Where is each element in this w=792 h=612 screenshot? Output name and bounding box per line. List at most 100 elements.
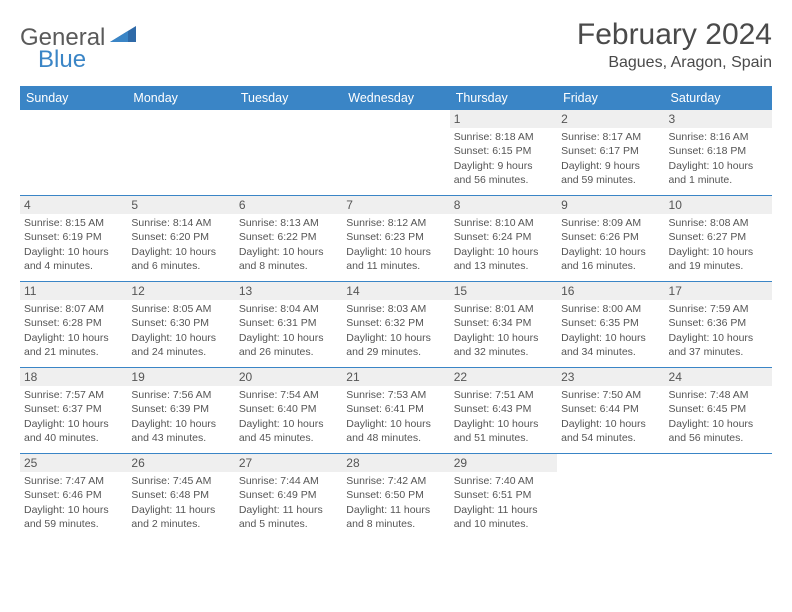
day-number: 27 [235, 454, 342, 472]
day-number: 11 [20, 282, 127, 300]
day-number: 21 [342, 368, 449, 386]
day-number: 18 [20, 368, 127, 386]
day-details: Sunrise: 7:48 AMSunset: 6:45 PMDaylight:… [669, 388, 767, 445]
day-number: 14 [342, 282, 449, 300]
day-details: Sunrise: 7:45 AMSunset: 6:48 PMDaylight:… [131, 474, 229, 531]
day-cell-16: 16 Sunrise: 8:00 AMSunset: 6:35 PMDayligh… [557, 282, 664, 367]
day-cell-11: 11 Sunrise: 8:07 AMSunset: 6:28 PMDayligh… [20, 282, 127, 367]
week-row: 25 Sunrise: 7:47 AMSunset: 6:46 PMDayligh… [20, 453, 772, 539]
day-details: Sunrise: 7:42 AMSunset: 6:50 PMDaylight:… [346, 474, 444, 531]
day-cell-26: 26 Sunrise: 7:45 AMSunset: 6:48 PMDayligh… [127, 454, 234, 539]
day-cell-3: 3 Sunrise: 8:16 AMSunset: 6:18 PMDaylight… [665, 110, 772, 195]
day-cell-8: 8 Sunrise: 8:10 AMSunset: 6:24 PMDaylight… [450, 196, 557, 281]
week-row: 4 Sunrise: 8:15 AMSunset: 6:19 PMDaylight… [20, 195, 772, 281]
dow-wednesday: Wednesday [342, 87, 449, 109]
day-details: Sunrise: 7:59 AMSunset: 6:36 PMDaylight:… [669, 302, 767, 359]
day-details: Sunrise: 7:40 AMSunset: 6:51 PMDaylight:… [454, 474, 552, 531]
dow-thursday: Thursday [450, 87, 557, 109]
month-title: February 2024 [577, 18, 772, 52]
day-details: Sunrise: 7:54 AMSunset: 6:40 PMDaylight:… [239, 388, 337, 445]
day-cell-empty [665, 454, 772, 539]
logo-triangle-icon [110, 23, 136, 51]
day-cell-28: 28 Sunrise: 7:42 AMSunset: 6:50 PMDayligh… [342, 454, 449, 539]
dow-row: SundayMondayTuesdayWednesdayThursdayFrid… [20, 87, 772, 109]
dow-saturday: Saturday [665, 87, 772, 109]
day-details: Sunrise: 8:10 AMSunset: 6:24 PMDaylight:… [454, 216, 552, 273]
day-details: Sunrise: 7:53 AMSunset: 6:41 PMDaylight:… [346, 388, 444, 445]
day-number: 5 [127, 196, 234, 214]
day-cell-5: 5 Sunrise: 8:14 AMSunset: 6:20 PMDaylight… [127, 196, 234, 281]
day-details: Sunrise: 8:00 AMSunset: 6:35 PMDaylight:… [561, 302, 659, 359]
day-details: Sunrise: 8:04 AMSunset: 6:31 PMDaylight:… [239, 302, 337, 359]
day-details: Sunrise: 7:51 AMSunset: 6:43 PMDaylight:… [454, 388, 552, 445]
day-cell-10: 10 Sunrise: 8:08 AMSunset: 6:27 PMDayligh… [665, 196, 772, 281]
day-number: 7 [342, 196, 449, 214]
day-cell-4: 4 Sunrise: 8:15 AMSunset: 6:19 PMDaylight… [20, 196, 127, 281]
day-details: Sunrise: 8:14 AMSunset: 6:20 PMDaylight:… [131, 216, 229, 273]
day-details: Sunrise: 8:01 AMSunset: 6:34 PMDaylight:… [454, 302, 552, 359]
week-row: 18 Sunrise: 7:57 AMSunset: 6:37 PMDayligh… [20, 367, 772, 453]
day-number: 26 [127, 454, 234, 472]
day-details: Sunrise: 7:50 AMSunset: 6:44 PMDaylight:… [561, 388, 659, 445]
day-details: Sunrise: 8:13 AMSunset: 6:22 PMDaylight:… [239, 216, 337, 273]
day-details: Sunrise: 8:08 AMSunset: 6:27 PMDaylight:… [669, 216, 767, 273]
day-cell-25: 25 Sunrise: 7:47 AMSunset: 6:46 PMDayligh… [20, 454, 127, 539]
day-cell-empty [20, 110, 127, 195]
day-cell-12: 12 Sunrise: 8:05 AMSunset: 6:30 PMDayligh… [127, 282, 234, 367]
day-details: Sunrise: 8:12 AMSunset: 6:23 PMDaylight:… [346, 216, 444, 273]
day-number: 2 [557, 110, 664, 128]
day-cell-1: 1Sunrise: 8:18 AMSunset: 6:15 PMDaylight… [450, 110, 557, 195]
day-number: 4 [20, 196, 127, 214]
day-cell-17: 17 Sunrise: 7:59 AMSunset: 6:36 PMDayligh… [665, 282, 772, 367]
day-cell-15: 15 Sunrise: 8:01 AMSunset: 6:34 PMDayligh… [450, 282, 557, 367]
day-cell-7: 7 Sunrise: 8:12 AMSunset: 6:23 PMDaylight… [342, 196, 449, 281]
day-cell-18: 18 Sunrise: 7:57 AMSunset: 6:37 PMDayligh… [20, 368, 127, 453]
day-cell-empty [342, 110, 449, 195]
day-number: 12 [127, 282, 234, 300]
day-details: Sunrise: 8:07 AMSunset: 6:28 PMDaylight:… [24, 302, 122, 359]
day-number: 15 [450, 282, 557, 300]
week-row: 1Sunrise: 8:18 AMSunset: 6:15 PMDaylight… [20, 109, 772, 195]
day-number: 16 [557, 282, 664, 300]
day-cell-empty [235, 110, 342, 195]
day-cell-19: 19 Sunrise: 7:56 AMSunset: 6:39 PMDayligh… [127, 368, 234, 453]
dow-monday: Monday [127, 87, 234, 109]
day-number: 9 [557, 196, 664, 214]
day-cell-9: 9 Sunrise: 8:09 AMSunset: 6:26 PMDaylight… [557, 196, 664, 281]
day-cell-21: 21 Sunrise: 7:53 AMSunset: 6:41 PMDayligh… [342, 368, 449, 453]
day-number: 22 [450, 368, 557, 386]
day-number: 6 [235, 196, 342, 214]
day-number: 25 [20, 454, 127, 472]
day-number: 24 [665, 368, 772, 386]
dow-friday: Friday [557, 87, 664, 109]
location: Bagues, Aragon, Spain [577, 54, 772, 72]
day-details: Sunrise: 7:44 AMSunset: 6:49 PMDaylight:… [239, 474, 337, 531]
day-cell-27: 27 Sunrise: 7:44 AMSunset: 6:49 PMDayligh… [235, 454, 342, 539]
day-details: Sunrise: 8:03 AMSunset: 6:32 PMDaylight:… [346, 302, 444, 359]
day-cell-22: 22 Sunrise: 7:51 AMSunset: 6:43 PMDayligh… [450, 368, 557, 453]
calendar: SundayMondayTuesdayWednesdayThursdayFrid… [20, 86, 772, 539]
day-details: Sunrise: 8:09 AMSunset: 6:26 PMDaylight:… [561, 216, 659, 273]
day-number: 28 [342, 454, 449, 472]
day-details: Sunrise: 8:05 AMSunset: 6:30 PMDaylight:… [131, 302, 229, 359]
day-details: Sunrise: 7:57 AMSunset: 6:37 PMDaylight:… [24, 388, 122, 445]
week-row: 11 Sunrise: 8:07 AMSunset: 6:28 PMDayligh… [20, 281, 772, 367]
day-number: 19 [127, 368, 234, 386]
day-number: 20 [235, 368, 342, 386]
day-details: Sunrise: 8:16 AMSunset: 6:18 PMDaylight:… [669, 130, 767, 187]
day-details: Sunrise: 8:15 AMSunset: 6:19 PMDaylight:… [24, 216, 122, 273]
day-number: 1 [450, 110, 557, 128]
logo-word2: Blue [38, 46, 86, 74]
day-details: Sunrise: 7:47 AMSunset: 6:46 PMDaylight:… [24, 474, 122, 531]
day-cell-14: 14 Sunrise: 8:03 AMSunset: 6:32 PMDayligh… [342, 282, 449, 367]
weeks-container: 1Sunrise: 8:18 AMSunset: 6:15 PMDaylight… [20, 109, 772, 539]
day-number: 10 [665, 196, 772, 214]
dow-tuesday: Tuesday [235, 87, 342, 109]
day-details: Sunrise: 7:56 AMSunset: 6:39 PMDaylight:… [131, 388, 229, 445]
day-number: 17 [665, 282, 772, 300]
day-number: 8 [450, 196, 557, 214]
day-number: 3 [665, 110, 772, 128]
day-cell-20: 20 Sunrise: 7:54 AMSunset: 6:40 PMDayligh… [235, 368, 342, 453]
day-cell-29: 29Sunrise: 7:40 AMSunset: 6:51 PMDayligh… [450, 454, 557, 539]
day-cell-2: 2Sunrise: 8:17 AMSunset: 6:17 PMDaylight… [557, 110, 664, 195]
